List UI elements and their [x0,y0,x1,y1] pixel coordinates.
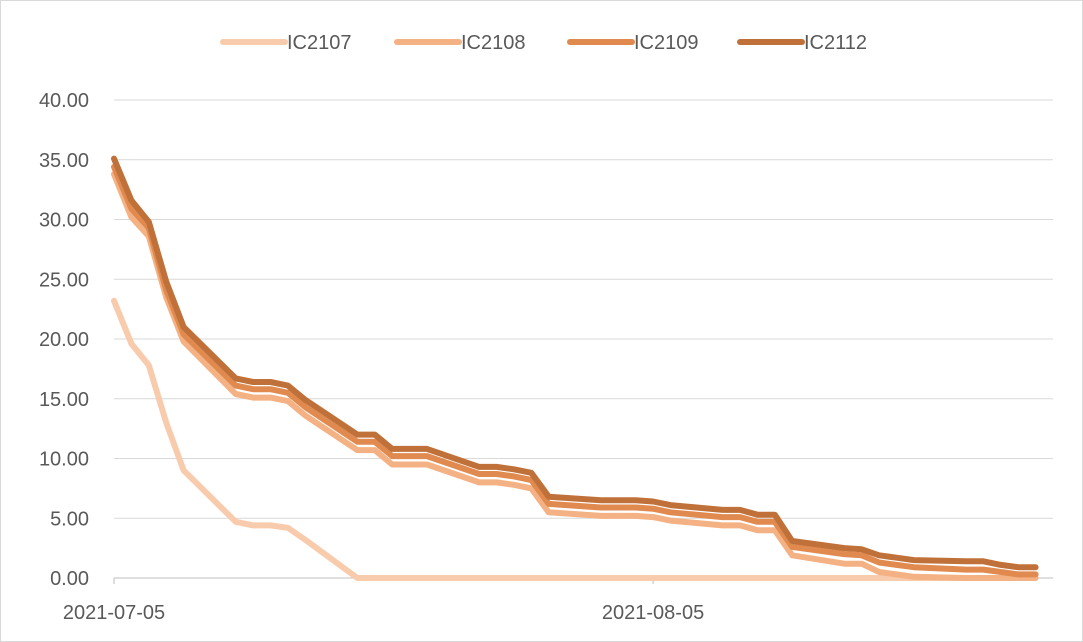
series-line-ic2112 [111,155,1039,571]
y-tick-label: 30.00 [39,210,89,232]
y-tick-label: 40.00 [39,90,89,112]
legend-label: IC2108 [461,32,526,54]
legend-item-ic2108: IC2108 [394,32,526,54]
y-tick-label: 0.00 [50,568,89,590]
y-tick-label: 10.00 [39,449,89,471]
legend: IC2107 IC2108 IC2109 IC2112 [220,32,867,54]
series-layer [111,155,1039,581]
legend-item-ic2107: IC2107 [220,32,352,54]
legend-item-ic2109: IC2109 [567,32,699,54]
x-tick-label: 2021-07-05 [63,602,165,624]
series-line-ic2107 [111,297,1039,581]
y-tick-label: 15.00 [39,389,89,411]
y-tick-label: 35.00 [39,150,89,172]
x-tick-label: 2021-08-05 [602,602,704,624]
y-axis: 0.00 5.00 10.00 15.00 20.00 25.00 30.00 35.00 40… [39,90,89,590]
x-axis: 2021-07-05 2021-08-05 [63,578,704,624]
y-tick-label: 20.00 [39,329,89,351]
legend-label: IC2109 [634,32,699,54]
legend-label: IC2107 [287,32,352,54]
y-tick-label: 5.00 [50,508,89,530]
series-line-ic2108 [111,171,1039,581]
legend-item-ic2112: IC2112 [737,32,867,54]
y-tick-label: 25.00 [39,269,89,291]
legend-label: IC2112 [804,32,867,54]
series-line-ic2109 [111,163,1039,578]
